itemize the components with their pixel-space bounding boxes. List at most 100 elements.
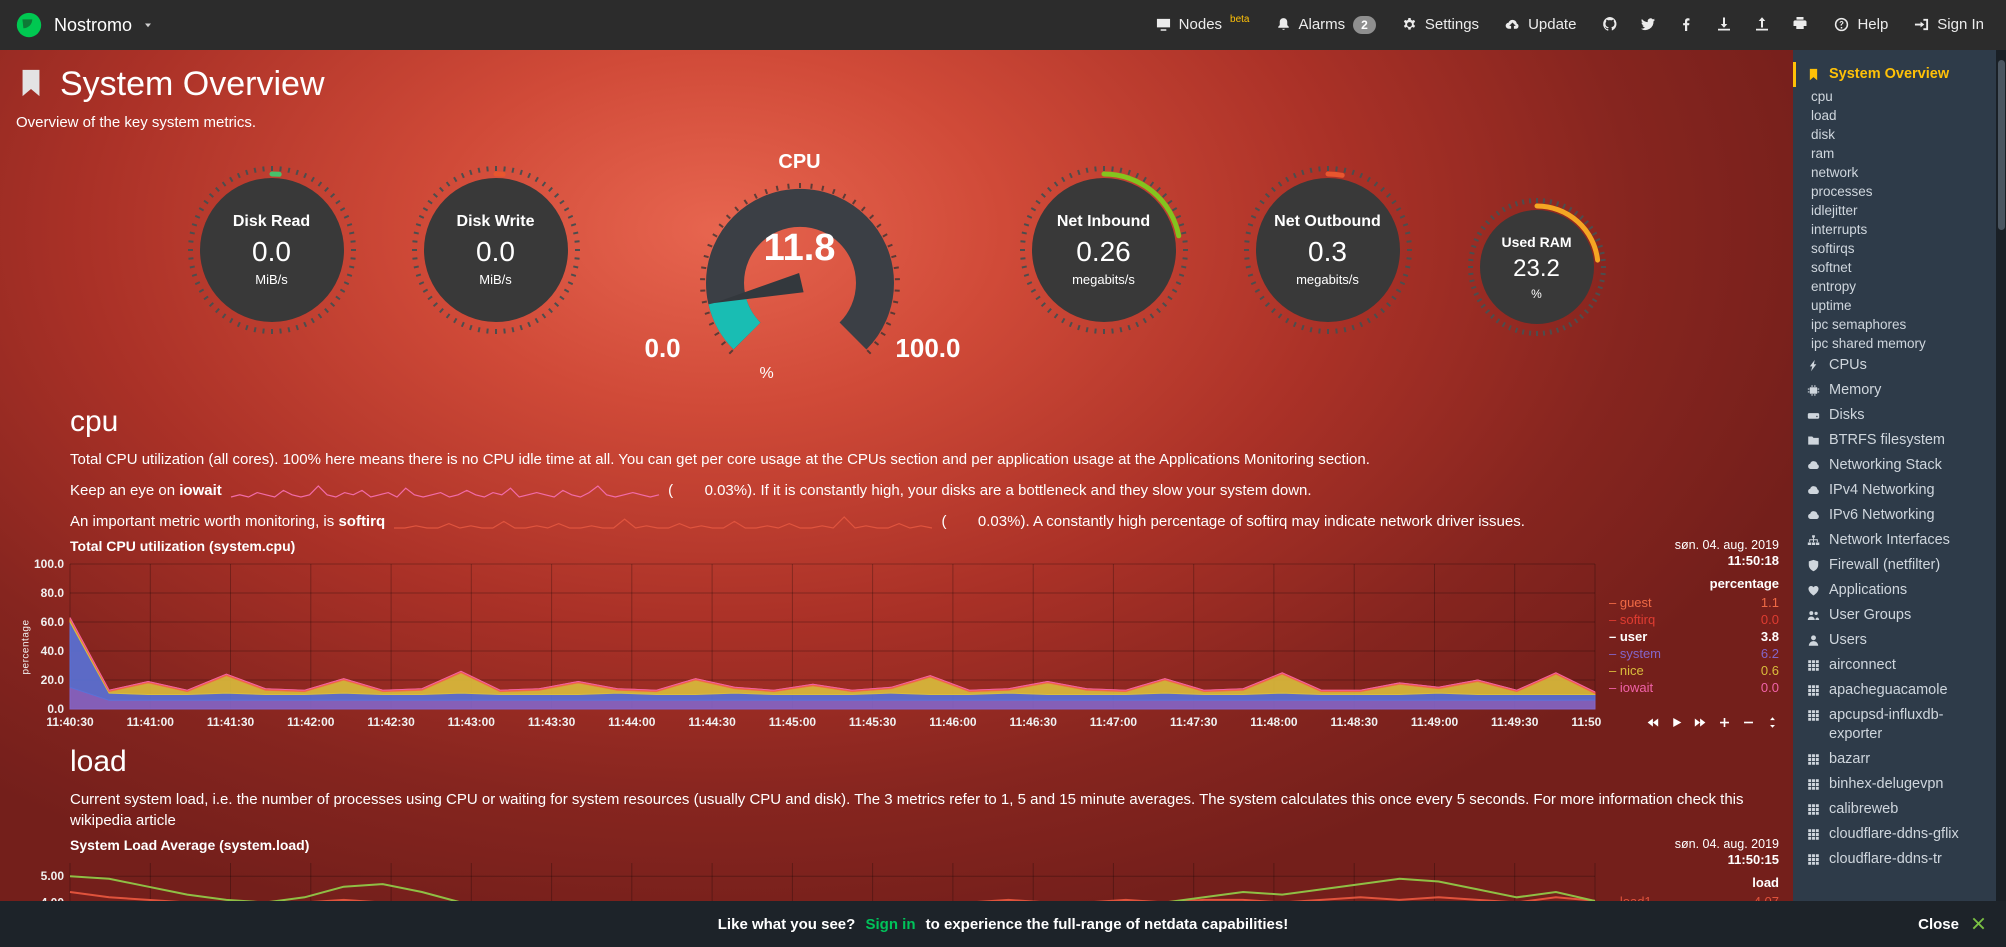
legend-dimension-iowait[interactable]: – iowait 0.0 — [1609, 680, 1779, 695]
page-title-text: System Overview — [60, 65, 325, 103]
sidebar-item-label: bazarr — [1829, 751, 1871, 767]
sidebar-item-memory[interactable]: Memory — [1793, 378, 1996, 403]
scrollbar-thumb[interactable] — [1997, 60, 2005, 230]
sidebar-item-network-interfaces[interactable]: Network Interfaces — [1793, 528, 1996, 553]
gauge-disk-read[interactable]: Disk Read 0.0 MiB/s — [187, 165, 357, 335]
sidebar-item-system-overview[interactable]: System Overview — [1793, 62, 1996, 87]
twitter-button[interactable] — [1640, 16, 1656, 35]
sidebar-item-firewall-netfilter-[interactable]: Firewall (netfilter) — [1793, 553, 1996, 578]
sidebar-item-apacheguacamole[interactable]: apacheguacamole — [1793, 678, 1996, 703]
softirq-sparkline[interactable] — [393, 515, 933, 530]
legend-dimension-guest[interactable]: – guest 1.1 — [1609, 595, 1779, 610]
iowait-sparkline[interactable] — [230, 484, 660, 499]
resize-handle[interactable] — [1766, 715, 1779, 730]
sidebar-item-network[interactable]: network — [1793, 163, 1996, 182]
sidebar-item-users[interactable]: Users — [1793, 628, 1996, 653]
sidebar-item-applications[interactable]: Applications — [1793, 578, 1996, 603]
import-snapshot-button[interactable] — [1754, 16, 1770, 35]
softirq-note: An important metric worth monitoring, is… — [70, 513, 1525, 530]
sidebar-item-ipv4-networking[interactable]: IPv4 Networking — [1793, 478, 1996, 503]
legend-dimension-softirq[interactable]: – softirq 0.0 — [1609, 612, 1779, 627]
facebook-button[interactable] — [1678, 16, 1694, 35]
play-button[interactable] — [1670, 715, 1683, 730]
sidebar-item-label: Network Interfaces — [1829, 532, 1950, 548]
cpu-chart[interactable]: Total CPU utilization (system.cpu) 0.0 20… — [16, 538, 1780, 733]
sidebar-item-label: IPv6 Networking — [1829, 507, 1935, 523]
sidebar-item-ram[interactable]: ram — [1793, 144, 1996, 163]
sidebar-item-processes[interactable]: processes — [1793, 182, 1996, 201]
github-button[interactable] — [1602, 16, 1618, 35]
gauge-disk-write[interactable]: Disk Write 0.0 MiB/s — [411, 165, 581, 335]
gauge-used-ram[interactable]: Used RAM 23.2 % — [1467, 197, 1607, 337]
print-icon — [1792, 16, 1808, 35]
legend-dimension-nice[interactable]: – nice 0.6 — [1609, 663, 1779, 678]
sidebar-item-btrfs-filesystem[interactable]: BTRFS filesystem — [1793, 428, 1996, 453]
sidebar-item-label: Disks — [1829, 407, 1865, 423]
export-snapshot-button[interactable] — [1716, 16, 1732, 35]
banner-close-button[interactable]: Close — [1918, 916, 1986, 933]
sidebar-item-softirqs[interactable]: softirqs — [1793, 239, 1996, 258]
sidebar-item-idlejitter[interactable]: idlejitter — [1793, 201, 1996, 220]
social-links — [1602, 16, 1808, 35]
sidebar-item-ipv6-networking[interactable]: IPv6 Networking — [1793, 503, 1996, 528]
gauge-net-outbound[interactable]: Net Outbound 0.3 megabits/s — [1243, 165, 1413, 335]
cpu-chart-plot[interactable]: 0.0 20.0 40.0 60.0 80.0 100.0 11:40:30 11:41:00… — [16, 558, 1601, 733]
sidebar-item-airconnect[interactable]: airconnect — [1793, 653, 1996, 678]
sidebar-item-ipc-semaphores[interactable]: ipc semaphores — [1793, 315, 1996, 334]
sidebar-item-bazarr[interactable]: bazarr — [1793, 747, 1996, 772]
footer-signin-link[interactable]: Sign in — [865, 915, 916, 933]
cpu-section-heading[interactable]: cpu — [70, 405, 119, 438]
netdata-logo — [14, 10, 44, 40]
sidebar-item-disk[interactable]: disk — [1793, 125, 1996, 144]
load-section-heading[interactable]: load — [70, 745, 127, 778]
help-button[interactable]: Help — [1834, 16, 1888, 33]
sidebar-item-cpu[interactable]: cpu — [1793, 87, 1996, 106]
svg-text:100.0: 100.0 — [34, 558, 64, 571]
svg-text:11:42:30: 11:42:30 — [367, 715, 415, 729]
gauge-min: 0.0 — [644, 333, 681, 363]
grid-icon — [1805, 656, 1821, 675]
zoom-out-button[interactable] — [1742, 715, 1755, 730]
twitter-icon — [1640, 16, 1656, 35]
legend-dimension-user[interactable]: – user 3.8 — [1609, 629, 1779, 644]
sidebar-item-calibreweb[interactable]: calibreweb — [1793, 797, 1996, 822]
svg-text:0.0: 0.0 — [47, 702, 64, 716]
sidebar-item-uptime[interactable]: uptime — [1793, 296, 1996, 315]
svg-text:11:49:30: 11:49:30 — [1491, 715, 1539, 729]
print-button[interactable] — [1792, 16, 1808, 35]
signin-button[interactable]: Sign In — [1914, 16, 1984, 33]
legend-dimension-system[interactable]: – system 6.2 — [1609, 646, 1779, 661]
brand-menu[interactable]: Nostromo — [14, 10, 154, 40]
alarms-button[interactable]: Alarms 2 — [1276, 15, 1376, 34]
sidebar-item-apcupsd-influxdb-exporter[interactable]: apcupsd-influxdb-exporter — [1793, 703, 1996, 747]
pan-right-button[interactable] — [1694, 715, 1707, 730]
sidebar-item-cloudflare-ddns-tr[interactable]: cloudflare-ddns-tr — [1793, 847, 1996, 872]
sidebar-item-networking-stack[interactable]: Networking Stack — [1793, 453, 1996, 478]
sidebar-item-label: interrupts — [1811, 221, 1868, 237]
sidebar-item-disks[interactable]: Disks — [1793, 403, 1996, 428]
pan-left-button[interactable] — [1646, 715, 1659, 730]
sidebar-item-user-groups[interactable]: User Groups — [1793, 603, 1996, 628]
sidebar-item-label: apacheguacamole — [1829, 682, 1948, 698]
zoom-in-button[interactable] — [1718, 715, 1731, 730]
sidebar-item-entropy[interactable]: entropy — [1793, 277, 1996, 296]
nodes-button[interactable]: Nodes beta — [1156, 14, 1250, 33]
shield-icon — [1805, 556, 1821, 575]
sidebar-item-label: Networking Stack — [1829, 457, 1942, 473]
sidebar-item-interrupts[interactable]: interrupts — [1793, 220, 1996, 239]
update-button[interactable]: Update — [1505, 16, 1576, 33]
sidebar-item-label: System Overview — [1829, 66, 1950, 82]
signin-banner: Like what you see? Sign in to experience… — [0, 901, 2006, 947]
settings-button[interactable]: Settings — [1402, 16, 1479, 33]
sidebar-item-ipc-shared-memory[interactable]: ipc shared memory — [1793, 334, 1996, 353]
gauge-cpu[interactable]: CPU 11.8 0.0 100.0 % — [635, 151, 965, 389]
sidebar-item-binhex-delugevpn[interactable]: binhex-delugevpn — [1793, 772, 1996, 797]
close-icon — [1971, 916, 1986, 933]
sidebar-item-cloudflare-ddns-gflix[interactable]: cloudflare-ddns-gflix — [1793, 822, 1996, 847]
sidebar-item-label: cloudflare-ddns-gflix — [1829, 826, 1959, 842]
scrollbar[interactable] — [1996, 50, 2006, 947]
sidebar-item-softnet[interactable]: softnet — [1793, 258, 1996, 277]
sidebar-item-load[interactable]: load — [1793, 106, 1996, 125]
sidebar-item-cpus[interactable]: CPUs — [1793, 353, 1996, 378]
gauge-net-inbound[interactable]: Net Inbound 0.26 megabits/s — [1019, 165, 1189, 335]
